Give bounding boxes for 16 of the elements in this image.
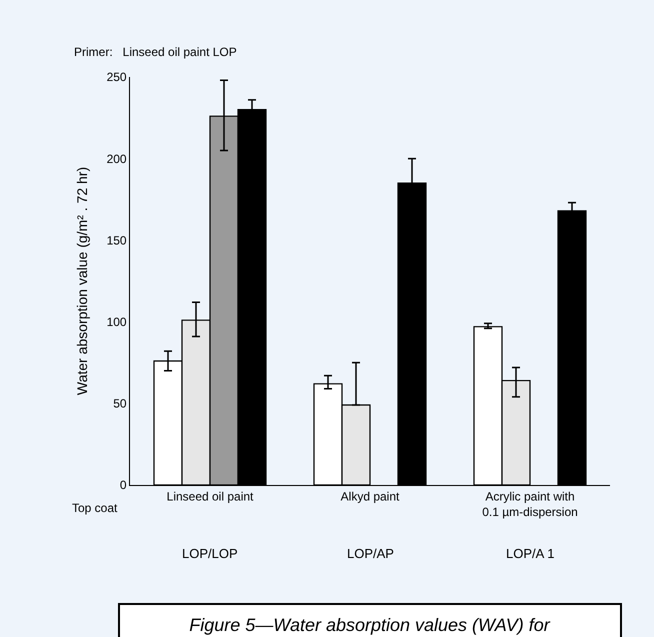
text: Figure 5—Water absorption values (WAV) for	[189, 615, 551, 635]
y-tick-label: 250	[106, 70, 127, 84]
y-tick-label: 200	[106, 152, 127, 166]
y-axis-title: Water absorption value (g/m² . 72 hr)	[74, 166, 90, 396]
y-tick-label: 0	[120, 478, 127, 492]
text: LOP/A 1	[506, 546, 554, 561]
text: Top coat	[72, 501, 118, 515]
y-tick-label: 150	[106, 233, 127, 248]
x-tick-label: Linseed oil paint	[166, 489, 254, 504]
x-tick-label: Acrylic paint with 0.1 µm-dispersion	[482, 489, 578, 519]
text: LOP/AP	[347, 546, 394, 561]
text: LOP/LOP	[182, 546, 238, 561]
y-tick-label: 50	[113, 396, 127, 411]
x-tick-label: Alkyd paint	[340, 489, 400, 504]
chart-subtitle: Primer: Linseed oil paint LOP	[74, 45, 237, 59]
y-tick-label: 100	[106, 315, 127, 329]
